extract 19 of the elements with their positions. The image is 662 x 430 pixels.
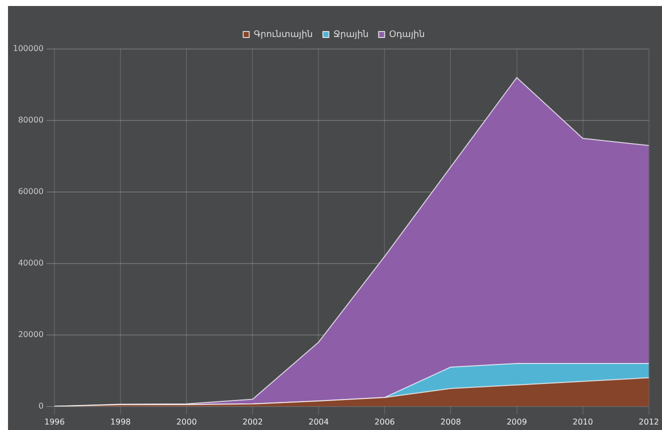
y-tick-label: 60000 (18, 187, 44, 196)
y-tick-label: 20000 (18, 330, 44, 339)
x-tick-label: 1998 (110, 417, 131, 426)
x-tick-label: 2008 (440, 417, 461, 426)
y-tick-label: 0 (38, 401, 44, 410)
legend-label: Ջրային (333, 30, 369, 40)
legend-label: Օդային (389, 30, 425, 40)
x-tick-label: 2004 (308, 417, 329, 426)
x-tick-label: 2000 (176, 417, 197, 426)
y-tick-label: 100000 (12, 44, 44, 54)
y-tick-label: 80000 (18, 116, 44, 125)
x-tick-label: 2002 (242, 417, 263, 426)
legend-label: Գրունտային (254, 30, 313, 40)
x-tick-label: 1996 (44, 417, 65, 426)
y-tick-label: 40000 (18, 258, 44, 268)
x-tick-label: 2009 (506, 417, 527, 426)
x-tick-label: 2012 (638, 417, 659, 426)
x-tick-label: 2006 (374, 417, 395, 426)
x-tick-label: 2010 (572, 417, 593, 426)
